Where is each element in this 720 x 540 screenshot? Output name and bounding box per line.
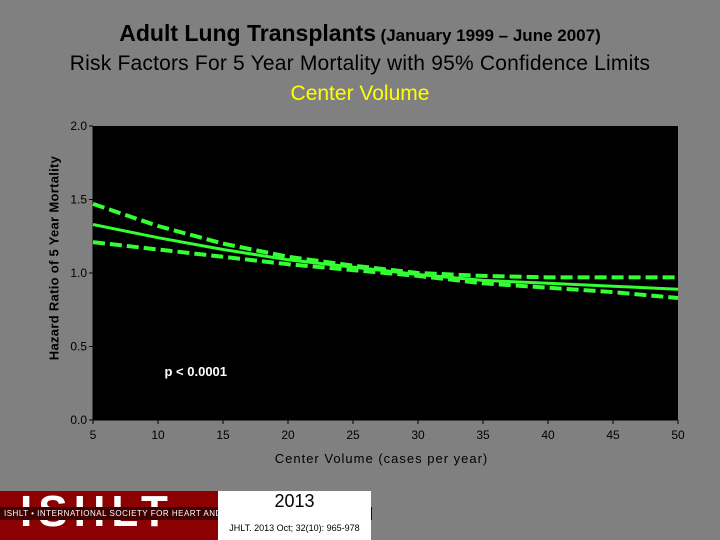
citation-box: 2013 JHLT. 2013 Oct; 32(10): 965-978 (218, 491, 371, 540)
y-tick-label: 0.5 (70, 340, 87, 354)
y-tick-label: 1.0 (70, 266, 87, 280)
p-value-annotation: p < 0.0001 (165, 364, 228, 379)
x-tick-label: 35 (476, 428, 490, 442)
x-tick-label: 45 (606, 428, 620, 442)
y-tick-label: 1.5 (70, 193, 87, 207)
x-tick-label: 25 (346, 428, 360, 442)
x-tick-label: 50 (671, 428, 685, 442)
y-tick-label: 0.0 (70, 413, 87, 427)
citation-reference: JHLT. 2013 Oct; 32(10): 965-978 (218, 523, 371, 533)
x-tick-label: 40 (541, 428, 555, 442)
x-tick-label: 15 (216, 428, 230, 442)
y-tick-label: 2.0 (70, 119, 87, 133)
x-tick-label: 30 (411, 428, 425, 442)
x-axis-label: Center Volume (cases per year) (275, 451, 489, 466)
x-tick-label: 20 (281, 428, 295, 442)
x-tick-label: 5 (90, 428, 97, 442)
citation-year: 2013 (218, 491, 371, 512)
x-tick-label: 10 (151, 428, 165, 442)
